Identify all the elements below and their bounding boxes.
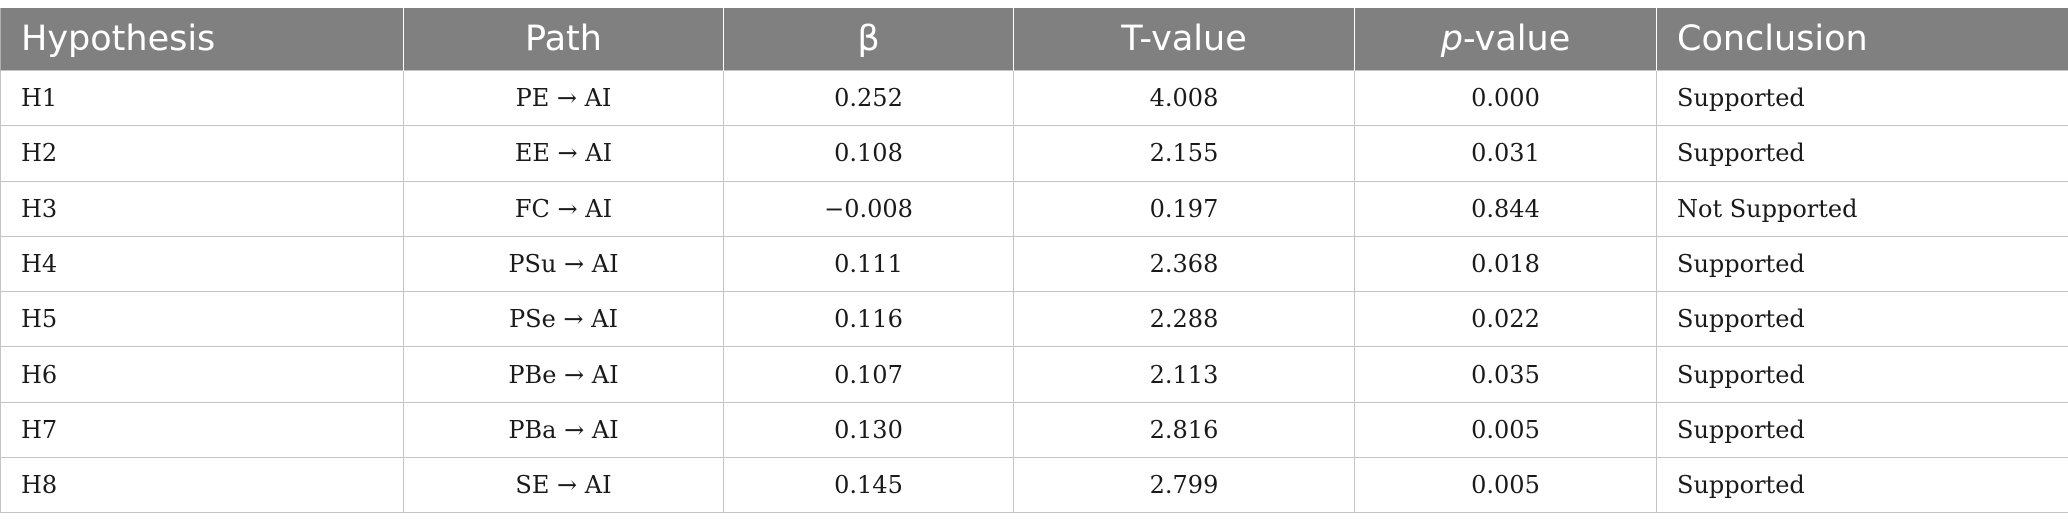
cell-p-value: 0.005 [1354, 457, 1657, 514]
table-row: H5 PSe → AI 0.116 2.288 0.022 Supported [0, 291, 2068, 348]
hypothesis-results-table: Hypothesis Path β T-value p-value Conclu… [0, 8, 2068, 514]
cell-beta: 0.108 [723, 125, 1014, 182]
table-row: H4 PSu → AI 0.111 2.368 0.018 Supported [0, 235, 2068, 293]
header-p-value: p-value [1354, 8, 1657, 71]
cell-t-value: 2.368 [1013, 235, 1355, 293]
cell-hypothesis: H3 [0, 180, 404, 237]
cell-conclusion: Supported [1656, 69, 2068, 127]
cell-p-value: 0.844 [1354, 180, 1657, 237]
cell-t-value: 2.288 [1013, 291, 1355, 348]
cell-hypothesis: H7 [0, 401, 404, 459]
cell-path: FC → AI [403, 180, 724, 237]
header-t-value: T-value [1013, 8, 1355, 71]
table-header: Hypothesis Path β T-value p-value Conclu… [0, 8, 2068, 71]
cell-conclusion: Supported [1656, 235, 2068, 293]
header-path: Path [403, 8, 724, 71]
cell-hypothesis: H5 [0, 291, 404, 348]
cell-path: PBe → AI [403, 346, 724, 403]
cell-conclusion: Not Supported [1656, 180, 2068, 237]
cell-t-value: 4.008 [1013, 69, 1355, 127]
table-body: H1 PE → AI 0.252 4.008 0.000 Supported H2 EE → … [0, 69, 2068, 514]
cell-p-value: 0.035 [1354, 346, 1657, 403]
cell-t-value: 2.816 [1013, 401, 1355, 459]
cell-conclusion: Supported [1656, 401, 2068, 459]
header-p-value-italic: p [1440, 19, 1463, 59]
cell-path: SE → AI [403, 457, 724, 514]
header-beta: β [723, 8, 1014, 71]
cell-hypothesis: H8 [0, 457, 404, 514]
cell-t-value: 2.799 [1013, 457, 1355, 514]
table-row: H6 PBe → AI 0.107 2.113 0.035 Supported [0, 346, 2068, 403]
header-hypothesis: Hypothesis [0, 8, 404, 71]
cell-beta: 0.111 [723, 235, 1014, 293]
cell-path: PBa → AI [403, 401, 724, 459]
cell-p-value: 0.005 [1354, 401, 1657, 459]
cell-hypothesis: H1 [0, 69, 404, 127]
cell-t-value: 2.113 [1013, 346, 1355, 403]
cell-beta: 0.130 [723, 401, 1014, 459]
cell-conclusion: Supported [1656, 346, 2068, 403]
cell-path: EE → AI [403, 125, 724, 182]
cell-p-value: 0.018 [1354, 235, 1657, 293]
cell-conclusion: Supported [1656, 457, 2068, 514]
cell-beta: 0.107 [723, 346, 1014, 403]
cell-t-value: 0.197 [1013, 180, 1355, 237]
cell-beta: 0.116 [723, 291, 1014, 348]
table-row: H2 EE → AI 0.108 2.155 0.031 Supported [0, 125, 2068, 182]
cell-path: PSe → AI [403, 291, 724, 348]
table-row: H3 FC → AI −0.008 0.197 0.844 Not Supported [0, 180, 2068, 237]
cell-p-value: 0.022 [1354, 291, 1657, 348]
cell-p-value: 0.031 [1354, 125, 1657, 182]
header-row: Hypothesis Path β T-value p-value Conclu… [0, 8, 2068, 71]
header-conclusion: Conclusion [1656, 8, 2068, 71]
cell-p-value: 0.000 [1354, 69, 1657, 127]
cell-beta: 0.252 [723, 69, 1014, 127]
cell-beta: 0.145 [723, 457, 1014, 514]
cell-hypothesis: H4 [0, 235, 404, 293]
table-row: H8 SE → AI 0.145 2.799 0.005 Supported [0, 457, 2068, 514]
header-p-value-rest: -value [1462, 19, 1571, 59]
cell-beta: −0.008 [723, 180, 1014, 237]
cell-hypothesis: H6 [0, 346, 404, 403]
cell-path: PSu → AI [403, 235, 724, 293]
table-row: H1 PE → AI 0.252 4.008 0.000 Supported [0, 69, 2068, 127]
hypothesis-results-table-container: Hypothesis Path β T-value p-value Conclu… [0, 8, 2068, 514]
cell-t-value: 2.155 [1013, 125, 1355, 182]
cell-conclusion: Supported [1656, 291, 2068, 348]
cell-hypothesis: H2 [0, 125, 404, 182]
cell-path: PE → AI [403, 69, 724, 127]
table-row: H7 PBa → AI 0.130 2.816 0.005 Supported [0, 401, 2068, 459]
cell-conclusion: Supported [1656, 125, 2068, 182]
